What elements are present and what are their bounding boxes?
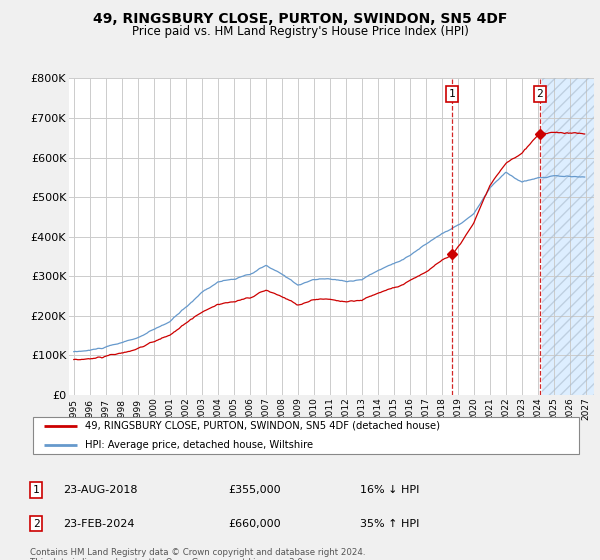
Text: 16% ↓ HPI: 16% ↓ HPI — [360, 485, 419, 495]
Text: 1: 1 — [32, 485, 40, 495]
Text: 23-FEB-2024: 23-FEB-2024 — [63, 519, 134, 529]
Text: 2: 2 — [32, 519, 40, 529]
Text: 35% ↑ HPI: 35% ↑ HPI — [360, 519, 419, 529]
Text: 49, RINGSBURY CLOSE, PURTON, SWINDON, SN5 4DF: 49, RINGSBURY CLOSE, PURTON, SWINDON, SN… — [93, 12, 507, 26]
Text: 49, RINGSBURY CLOSE, PURTON, SWINDON, SN5 4DF (detached house): 49, RINGSBURY CLOSE, PURTON, SWINDON, SN… — [85, 421, 440, 431]
Text: 23-AUG-2018: 23-AUG-2018 — [63, 485, 137, 495]
Text: Price paid vs. HM Land Registry's House Price Index (HPI): Price paid vs. HM Land Registry's House … — [131, 25, 469, 38]
FancyBboxPatch shape — [33, 417, 579, 454]
Text: Contains HM Land Registry data © Crown copyright and database right 2024.
This d: Contains HM Land Registry data © Crown c… — [30, 548, 365, 560]
Bar — [542, 78, 594, 395]
Bar — [542, 78, 594, 395]
Text: 1: 1 — [449, 89, 455, 99]
Text: £660,000: £660,000 — [228, 519, 281, 529]
Text: HPI: Average price, detached house, Wiltshire: HPI: Average price, detached house, Wilt… — [85, 440, 313, 450]
Text: £355,000: £355,000 — [228, 485, 281, 495]
Text: 2: 2 — [536, 89, 543, 99]
